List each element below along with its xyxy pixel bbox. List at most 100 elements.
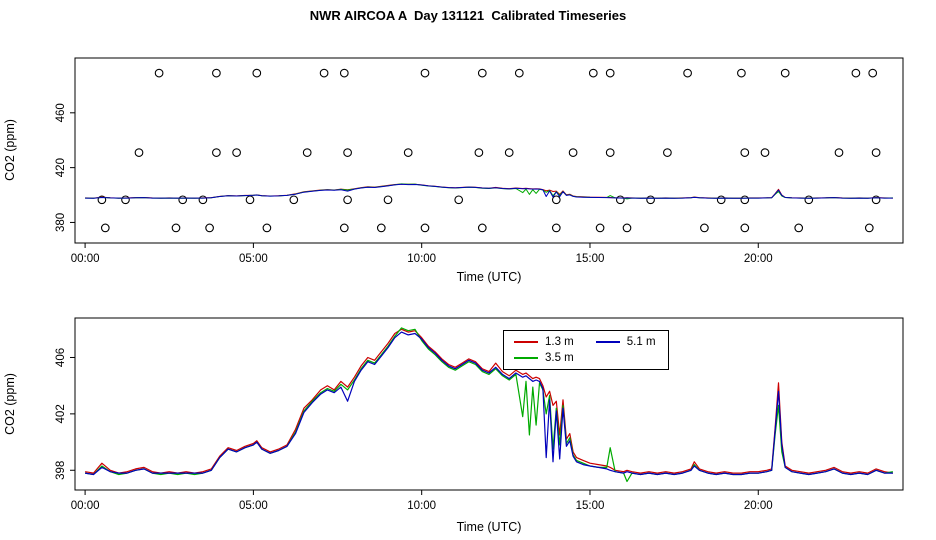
calibration-circle — [420, 223, 430, 233]
calibration-circle — [568, 148, 578, 157]
legend-label-5-1m: 5.1 m — [626, 336, 656, 348]
calibration-circle — [605, 148, 615, 157]
legend-item-1-3m: 1.3 m — [514, 336, 574, 348]
calibration-circle — [474, 148, 484, 157]
calibration-circle — [868, 68, 878, 78]
legend-line-swatch-green — [514, 357, 538, 359]
calibration-circle — [588, 68, 598, 78]
y-tick-label: 406 — [55, 348, 67, 367]
calibration-circle — [252, 68, 262, 78]
calibration-circle — [212, 148, 221, 157]
calibration-circle — [700, 223, 709, 233]
series-line-13m — [85, 328, 893, 474]
calibration-circle — [420, 68, 430, 78]
calibration-circle — [343, 195, 352, 205]
bottom-x-axis-label: Time (UTC) — [457, 520, 522, 534]
calibration-circle — [740, 148, 750, 157]
top-y-axis-label: CO2 (ppm) — [3, 119, 17, 181]
calibration-circle — [477, 223, 487, 233]
x-tick-label: 00:00 — [71, 253, 100, 265]
calibration-circle — [319, 68, 329, 78]
legend-line-swatch-blue — [595, 341, 620, 343]
x-tick-label: 05:00 — [239, 500, 268, 512]
legend-item-3-5m: 3.5 m — [514, 352, 574, 364]
calibration-circle — [97, 195, 107, 205]
calibration-circle — [100, 223, 110, 233]
y-tick-label: 380 — [55, 213, 67, 232]
x-tick-label: 20:00 — [744, 253, 773, 265]
calibration-circle — [339, 223, 349, 233]
calibration-circle — [212, 68, 221, 78]
calibration-circle — [154, 68, 164, 78]
calibration-circle — [403, 148, 413, 157]
calibration-circle — [780, 68, 790, 78]
y-tick-label: 398 — [55, 461, 67, 480]
calibration-circle — [454, 195, 464, 205]
calibration-circle — [551, 223, 561, 233]
legend-label-1-3m: 1.3 m — [545, 336, 574, 348]
x-tick-label: 15:00 — [576, 253, 605, 265]
series-line-51m — [85, 183, 893, 199]
top-x-axis-label: Time (UTC) — [457, 270, 522, 284]
calibration-circle — [289, 195, 299, 205]
calibration-circle — [716, 195, 726, 205]
calibration-circle — [622, 223, 632, 233]
calibration-circle — [134, 148, 144, 157]
x-tick-label: 15:00 — [576, 500, 605, 512]
calibration-circle — [740, 223, 750, 233]
series-line-35m — [85, 327, 893, 483]
calibration-circle — [262, 223, 272, 233]
calibration-circle — [551, 195, 561, 205]
y-tick-label: 420 — [55, 158, 67, 177]
calibration-circle — [871, 148, 881, 157]
calibration-circle — [205, 223, 214, 233]
calibration-circle — [178, 195, 188, 205]
x-tick-label: 10:00 — [407, 253, 436, 265]
legend-line-swatch-red — [514, 341, 538, 343]
plot-title: NWR AIRCOA A Day 131121 Calibrated Times… — [309, 8, 627, 23]
calibration-circle — [804, 195, 814, 205]
calibration-circle — [121, 195, 130, 205]
calibration-circle — [171, 223, 181, 233]
calibration-circle — [663, 148, 672, 157]
calibration-circle — [683, 68, 692, 78]
calibration-circle — [737, 68, 746, 78]
calibration-circle — [245, 195, 255, 205]
calibration-circle — [477, 68, 487, 78]
legend-label-3-5m: 3.5 m — [545, 352, 574, 364]
calibration-circle — [871, 195, 881, 205]
y-tick-label: 402 — [55, 404, 67, 423]
calibration-circle — [794, 223, 804, 233]
calibration-circle — [343, 148, 352, 157]
x-tick-label: 05:00 — [239, 253, 268, 265]
x-tick-label: 20:00 — [744, 500, 773, 512]
calibration-circle — [740, 195, 750, 205]
series-line-35m — [85, 183, 893, 200]
calibration-circle — [605, 68, 615, 78]
calibration-circle — [339, 68, 349, 78]
panel-bottom-box — [74, 317, 904, 491]
calibration-circle — [198, 195, 208, 205]
x-tick-label: 10:00 — [407, 500, 436, 512]
calibration-circle — [302, 148, 312, 157]
calibration-circle — [383, 195, 393, 205]
bottom-y-axis-label: CO2 (ppm) — [3, 373, 17, 435]
calibration-circle — [615, 195, 625, 205]
series-line-51m — [85, 331, 893, 476]
legend: 1.3 m 5.1 m 3.5 m — [503, 330, 669, 370]
calibration-circle — [376, 223, 386, 233]
y-tick-label: 460 — [55, 103, 67, 122]
calibration-circle — [514, 68, 524, 78]
legend-item-5-1m: 5.1 m — [595, 336, 656, 348]
calibration-circle — [232, 148, 241, 157]
calibration-circle — [595, 223, 605, 233]
x-tick-label: 00:00 — [71, 500, 100, 512]
calibration-circle — [834, 148, 844, 157]
calibration-circle — [760, 148, 770, 157]
series-line-13m — [85, 183, 893, 199]
calibration-circle — [851, 68, 861, 78]
panel-top-box — [74, 57, 904, 244]
calibration-circle — [646, 195, 655, 205]
